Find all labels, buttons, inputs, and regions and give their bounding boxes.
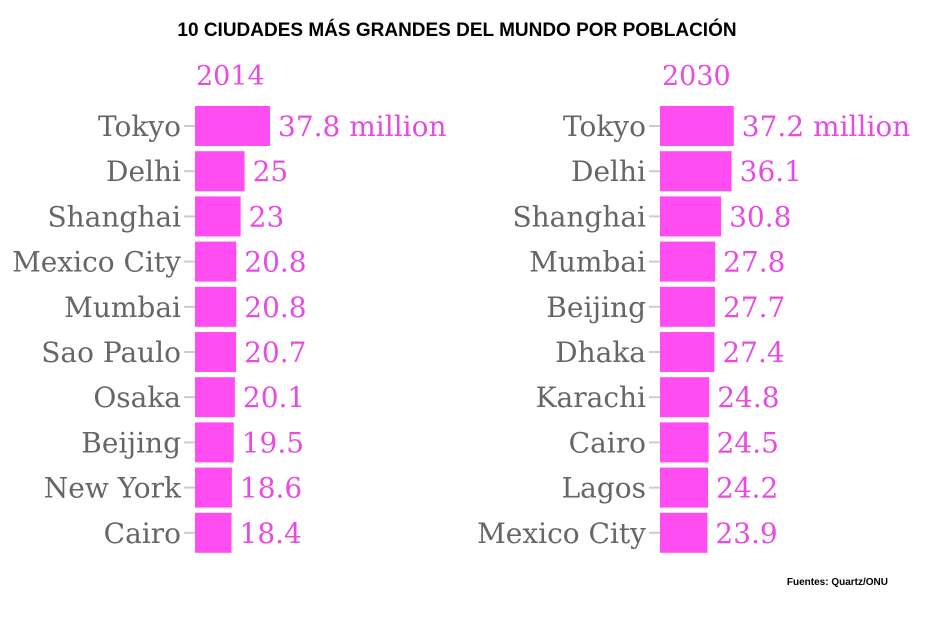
category-label: New York xyxy=(44,472,182,505)
bar xyxy=(660,106,734,146)
bar xyxy=(660,241,716,282)
bar xyxy=(660,286,715,327)
category-label: Cairo xyxy=(569,426,646,459)
panel-2014: 2014 Tokyo 37.8 million Delhi 25 Shanghai 23 Me… xyxy=(12,61,447,553)
bar xyxy=(195,106,270,146)
category-label: Karachi xyxy=(536,381,646,414)
value-label: 19.5 xyxy=(242,426,304,459)
bar xyxy=(660,196,722,237)
value-label: 37.8 million xyxy=(278,110,447,143)
category-label: Osaka xyxy=(93,381,181,414)
category-label: Shanghai xyxy=(47,200,181,233)
bar xyxy=(195,196,241,237)
category-label: Dhaka xyxy=(555,336,646,369)
bar xyxy=(195,241,237,282)
value-label: 37.2 million xyxy=(742,110,911,143)
year-label: 2030 xyxy=(662,61,731,92)
category-label: Beijing xyxy=(81,426,181,459)
category-label: Mumbai xyxy=(529,246,646,279)
bar xyxy=(195,332,237,372)
value-label: 27.8 xyxy=(723,246,785,279)
category-label: Mumbai xyxy=(64,291,181,324)
value-label: 36.1 xyxy=(740,155,802,188)
bar xyxy=(660,467,709,508)
value-label: 24.8 xyxy=(717,381,779,414)
value-label: 20.1 xyxy=(243,381,305,414)
value-label: 24.5 xyxy=(717,426,779,459)
bar xyxy=(195,151,245,192)
category-label: Delhi xyxy=(571,155,646,188)
bar xyxy=(195,377,235,418)
source-note: Fuentes: Quartz/ONU xyxy=(787,577,888,588)
value-label: 27.7 xyxy=(723,291,785,324)
bar xyxy=(660,422,709,463)
category-label: Delhi xyxy=(106,155,181,188)
value-label: 23 xyxy=(249,200,285,233)
bar xyxy=(660,377,710,418)
bar xyxy=(195,422,234,463)
category-label: Tokyo xyxy=(563,110,646,143)
value-label: 30.8 xyxy=(729,200,791,233)
value-label: 27.4 xyxy=(722,336,784,369)
year-label: 2014 xyxy=(196,61,265,92)
value-label: 20.7 xyxy=(244,336,306,369)
value-label: 25 xyxy=(253,155,289,188)
bar xyxy=(660,512,708,553)
category-label: Mexico City xyxy=(12,246,181,279)
category-label: Cairo xyxy=(104,517,181,550)
value-label: 20.8 xyxy=(244,246,306,279)
value-label: 20.8 xyxy=(244,291,306,324)
panel-2030: 2030 Tokyo 37.2 million Delhi 36.1 Shanghai 30… xyxy=(477,61,910,553)
value-label: 23.9 xyxy=(715,517,777,550)
category-label: Mexico City xyxy=(477,517,646,550)
value-label: 18.4 xyxy=(240,517,302,550)
category-label: Tokyo xyxy=(98,110,181,143)
bar xyxy=(195,286,237,327)
category-label: Lagos xyxy=(562,472,646,505)
category-label: Shanghai xyxy=(512,200,646,233)
bar xyxy=(660,332,715,372)
chart-title: 10 CIUDADES MÁS GRANDES DEL MUNDO POR PO… xyxy=(177,19,736,41)
category-label: Sao Paulo xyxy=(41,336,181,369)
value-label: 18.6 xyxy=(240,472,302,505)
value-label: 24.2 xyxy=(716,472,778,505)
bar xyxy=(195,467,232,508)
bar xyxy=(660,151,732,192)
bar xyxy=(195,512,232,553)
category-label: Beijing xyxy=(546,291,646,324)
